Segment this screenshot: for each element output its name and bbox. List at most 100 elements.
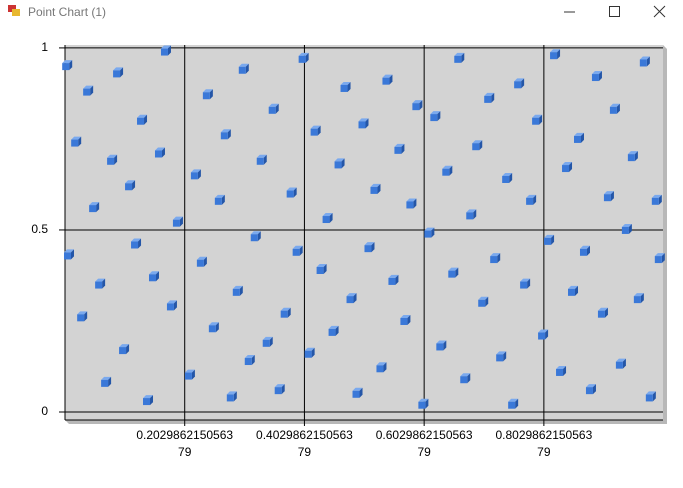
point-face: [95, 281, 103, 289]
point-top: [573, 132, 584, 136]
point-side: [263, 154, 267, 165]
point-face: [603, 194, 611, 202]
point-top: [286, 187, 297, 191]
point-face: [496, 354, 504, 362]
point-top: [502, 172, 513, 176]
point-top: [274, 384, 285, 388]
point-side: [203, 256, 207, 267]
point-side: [96, 202, 100, 213]
point-side: [108, 376, 112, 387]
point: [538, 329, 549, 340]
point-side: [191, 369, 195, 380]
point-face: [298, 55, 306, 63]
point-top: [538, 329, 549, 333]
point-side: [652, 391, 656, 402]
point-face: [89, 205, 97, 213]
point: [454, 52, 465, 63]
point-side: [221, 194, 225, 205]
point-top: [101, 376, 112, 380]
point-face: [125, 183, 133, 191]
point-side: [592, 384, 596, 395]
point-side: [455, 267, 459, 278]
point-side: [365, 118, 369, 129]
close-button[interactable]: [653, 5, 666, 18]
point-face: [214, 197, 222, 205]
point-top: [95, 278, 106, 282]
point-top: [603, 191, 614, 195]
point: [430, 111, 441, 122]
point: [268, 103, 279, 114]
point-side: [251, 355, 255, 366]
point-side: [389, 74, 393, 85]
point-side: [569, 162, 573, 173]
point: [478, 296, 489, 307]
point: [226, 391, 237, 402]
point-side: [461, 52, 465, 63]
point-face: [621, 226, 629, 234]
point-face: [184, 372, 192, 380]
point-side: [521, 78, 525, 89]
point-face: [358, 121, 366, 129]
point-face: [591, 74, 599, 82]
point-face: [568, 288, 576, 296]
point: [244, 355, 255, 366]
point-side: [467, 373, 471, 384]
point-face: [550, 52, 558, 60]
point-side: [138, 238, 142, 249]
point: [202, 89, 213, 100]
point-face: [154, 150, 162, 158]
point-top: [196, 256, 207, 260]
point: [639, 56, 650, 67]
point-top: [585, 384, 596, 388]
point-top: [304, 347, 315, 351]
point-top: [310, 125, 321, 129]
point-side: [173, 300, 177, 311]
point: [460, 373, 471, 384]
point: [654, 253, 665, 264]
point-side: [586, 245, 590, 256]
point-top: [568, 285, 579, 289]
point-top: [520, 278, 531, 282]
point: [406, 198, 417, 209]
point-face: [490, 256, 498, 264]
point-top: [226, 391, 237, 395]
point: [304, 347, 315, 358]
point: [310, 125, 321, 136]
point-face: [202, 92, 210, 100]
point: [63, 249, 74, 260]
point: [113, 67, 124, 78]
point-face: [190, 172, 198, 180]
point-face: [627, 154, 635, 162]
point-face: [63, 252, 71, 260]
point-face: [579, 248, 587, 256]
point-face: [220, 132, 228, 140]
point: [633, 293, 644, 304]
point-face: [508, 401, 516, 409]
point-top: [388, 274, 399, 278]
point-top: [621, 223, 632, 227]
point-top: [334, 158, 345, 162]
point-side: [401, 143, 405, 154]
point-top: [346, 293, 357, 297]
point: [651, 194, 662, 205]
point-top: [478, 296, 489, 300]
point-face: [460, 376, 468, 384]
point: [298, 52, 309, 63]
point-top: [160, 45, 171, 49]
point-side: [144, 114, 148, 125]
point-face: [394, 146, 402, 154]
point-face: [376, 365, 384, 373]
point-face: [633, 296, 641, 304]
point-top: [472, 140, 483, 144]
point: [334, 158, 345, 169]
point-side: [161, 147, 165, 158]
point-top: [496, 351, 507, 355]
point: [95, 278, 106, 289]
point-top: [454, 52, 465, 56]
point-top: [490, 253, 501, 257]
point-face: [238, 66, 246, 74]
point-top: [645, 391, 656, 395]
maximize-button[interactable]: [609, 6, 620, 17]
point-top: [244, 355, 255, 359]
